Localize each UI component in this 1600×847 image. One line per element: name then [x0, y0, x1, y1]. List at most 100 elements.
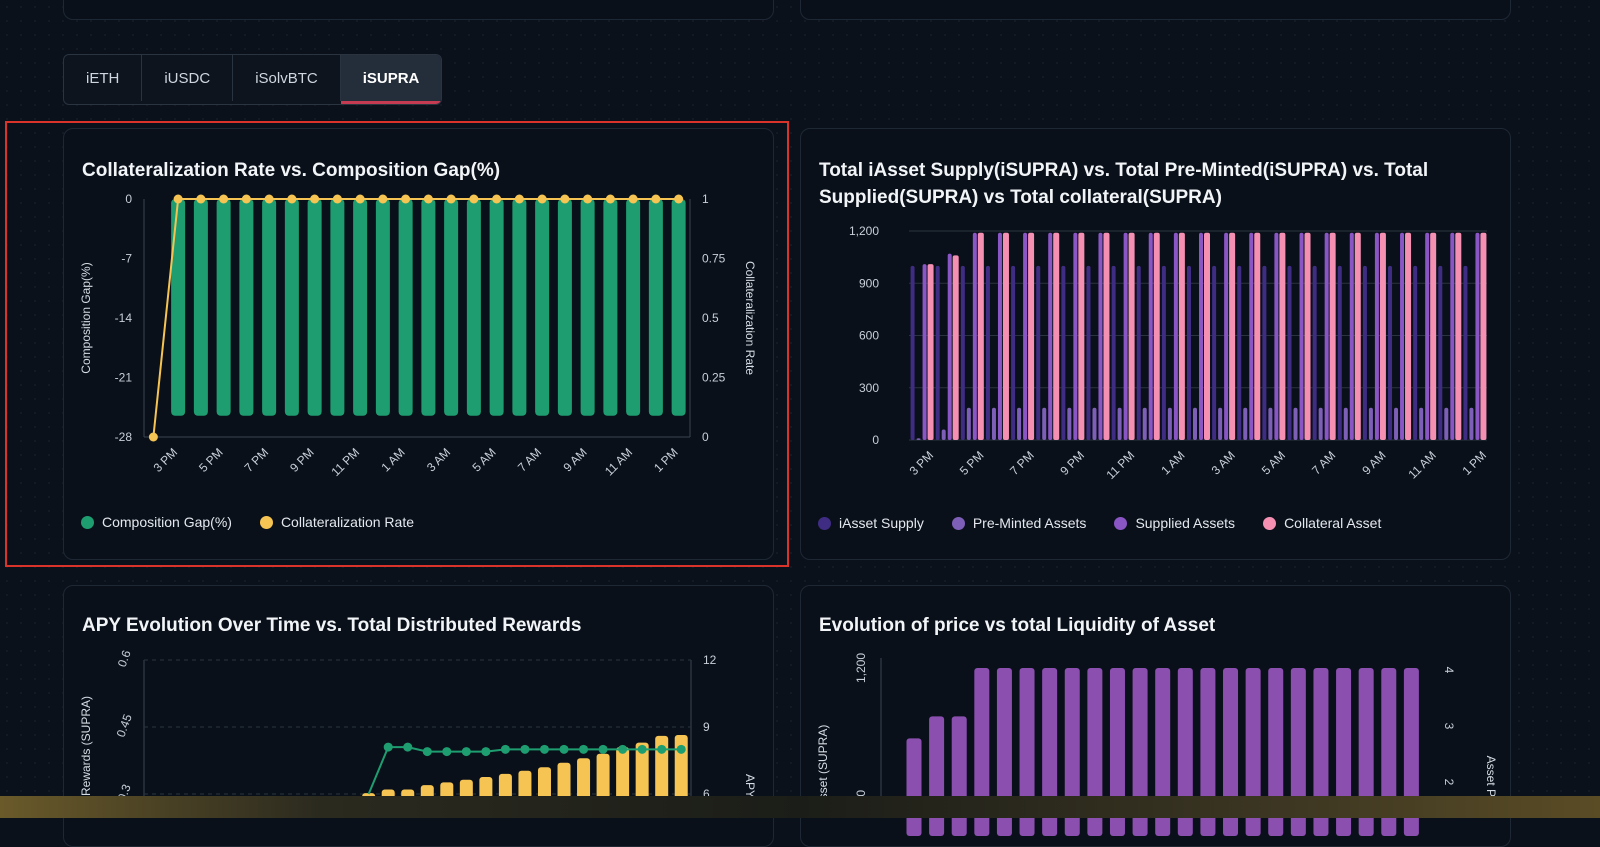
price-chart: 1,200900432Asset (SUPRA)Asset Price — [816, 653, 1498, 836]
x-tick-label: 11 PM — [328, 445, 362, 479]
pre-minted-bar — [1067, 407, 1072, 440]
legend-dot-purple — [1114, 516, 1128, 530]
collateral-bar — [1480, 232, 1487, 440]
y-axis-title: Rewards (SUPRA) — [79, 696, 93, 796]
supplied-bar — [1425, 232, 1430, 440]
supplied-bar — [1249, 232, 1254, 440]
y-tick-label: -14 — [115, 311, 133, 325]
y-tick-label: 0.45 — [114, 712, 135, 739]
tab-ieth[interactable]: iETH — [64, 55, 143, 101]
iasset-supply-bar — [1136, 265, 1141, 440]
y2-tick-label: 9 — [703, 720, 710, 734]
legend-label: Supplied Assets — [1135, 515, 1236, 531]
collateralization-rate-point — [264, 194, 274, 204]
iasset-supply-bar — [1111, 265, 1116, 440]
composition-gap-bar — [444, 199, 459, 416]
x-tick-label: 7 AM — [515, 445, 544, 474]
supplied-bar — [1274, 232, 1279, 440]
liquidity-bar — [1019, 668, 1035, 836]
collateralization-legend: Composition Gap(%) Collateralization Rat… — [81, 514, 414, 530]
legend-label: Collateralization Rate — [280, 514, 415, 530]
y-tick-label: -28 — [115, 430, 133, 444]
apy-point — [618, 744, 628, 754]
composition-gap-bar — [330, 199, 345, 416]
liquidity-bar — [1358, 668, 1374, 836]
legend-iasset-supply[interactable]: iAsset Supply — [818, 515, 924, 531]
iasset-supply-bar — [1388, 265, 1393, 440]
y-tick-label: -7 — [121, 252, 132, 266]
pre-minted-bar — [1092, 407, 1097, 440]
collateral-bar — [1028, 232, 1035, 440]
pre-minted-bar — [1193, 407, 1197, 440]
composition-gap-bar — [648, 199, 663, 416]
tab-isupra[interactable]: iSUPRA — [340, 55, 442, 104]
y-tick-label: 900 — [859, 276, 879, 290]
y2-tick-label: 1 — [702, 192, 709, 206]
pre-minted-bar — [1469, 407, 1474, 440]
iasset-supply-bar — [1262, 265, 1267, 440]
composition-gap-bar — [353, 199, 368, 416]
x-tick-label: 11 PM — [1103, 448, 1137, 482]
iasset-supply-bar — [1362, 265, 1367, 440]
iasset-supply-bar — [1413, 265, 1418, 440]
y-tick-label: 600 — [859, 329, 879, 343]
liquidity-bar — [1223, 668, 1239, 836]
composition-gap-bar — [671, 199, 686, 416]
collateralization-rate-point — [401, 194, 411, 204]
iasset-supply-bar — [1337, 265, 1342, 440]
pre-minted-bar — [1368, 407, 1373, 440]
composition-gap-bar — [284, 199, 299, 416]
apy-point — [461, 747, 471, 757]
x-tick-label: 11 AM — [602, 445, 635, 478]
y-tick-label: 0 — [872, 433, 879, 447]
composition-gap-bar — [626, 199, 641, 416]
legend-dot-dark-purple — [818, 516, 831, 530]
x-tick-label: 3 AM — [1209, 448, 1238, 477]
iasset-supply-bar — [1036, 265, 1041, 440]
legend-collateralization-rate[interactable]: Collateralization Rate — [259, 514, 415, 530]
supply-title: Total iAsset Supply(iSUPRA) vs. Total Pr… — [819, 157, 1428, 211]
collateral-bar — [1153, 232, 1160, 440]
supply-title-line1: Total iAsset Supply(iSUPRA) vs. Total Pr… — [819, 160, 1429, 181]
legend-supplied[interactable]: Supplied Assets — [1114, 515, 1235, 531]
iasset-supply-bar — [1086, 265, 1091, 440]
apy-point — [637, 744, 647, 754]
apy-point — [676, 744, 686, 754]
supplied-bar — [1450, 232, 1455, 440]
collateral-bar — [1379, 232, 1386, 440]
iasset-supply-bar — [985, 265, 990, 440]
composition-gap-bar — [375, 199, 390, 416]
tab-iusdc[interactable]: iUSDC — [142, 55, 234, 101]
collateralization-rate-point — [469, 194, 479, 204]
collateralization-chart: 0 -7 -14 -21 -28 1 0.75 0.5 0.25 0 Composition Gap… — [79, 192, 757, 479]
supply-title-line2: Supplied(SUPRA) vs Total collateral(SUPR… — [819, 187, 1222, 208]
collateralization-rate-point — [674, 194, 684, 204]
collateral-bar — [1178, 232, 1185, 440]
liquidity-bar — [1177, 668, 1193, 836]
pre-minted-bar — [1268, 407, 1273, 440]
legend-collateral[interactable]: Collateral Asset — [1263, 515, 1381, 531]
iasset-supply-bar — [1187, 265, 1191, 440]
collateralization-rate-point — [651, 194, 661, 204]
tab-isolvbtc[interactable]: iSolvBTC — [233, 55, 341, 101]
iasset-supply-bar — [1161, 265, 1166, 440]
iasset-supply-bar — [1438, 265, 1443, 440]
pre-minted-bar — [1042, 407, 1047, 440]
y-tick-label: 0 — [125, 192, 132, 206]
legend-pre-minted[interactable]: Pre-Minted Assets — [951, 515, 1086, 531]
pre-minted-bar — [1293, 407, 1298, 440]
collateral-bar — [1430, 232, 1437, 440]
supplied-bar — [1048, 232, 1053, 440]
apy-point — [481, 747, 491, 757]
liquidity-bar — [1268, 668, 1284, 836]
apy-point — [442, 747, 452, 757]
collateralization-rate-line — [152, 198, 679, 438]
legend-composition-gap[interactable]: Composition Gap(%) — [81, 514, 232, 530]
liquidity-bar — [974, 668, 990, 836]
collateralization-rate-point — [628, 194, 638, 204]
collateralization-rate-point — [332, 194, 342, 204]
collateralization-rate-point — [148, 432, 158, 442]
x-tick-label: 5 PM — [196, 445, 226, 475]
apy-point — [422, 747, 432, 757]
y2-tick-label: 0.25 — [702, 371, 726, 385]
